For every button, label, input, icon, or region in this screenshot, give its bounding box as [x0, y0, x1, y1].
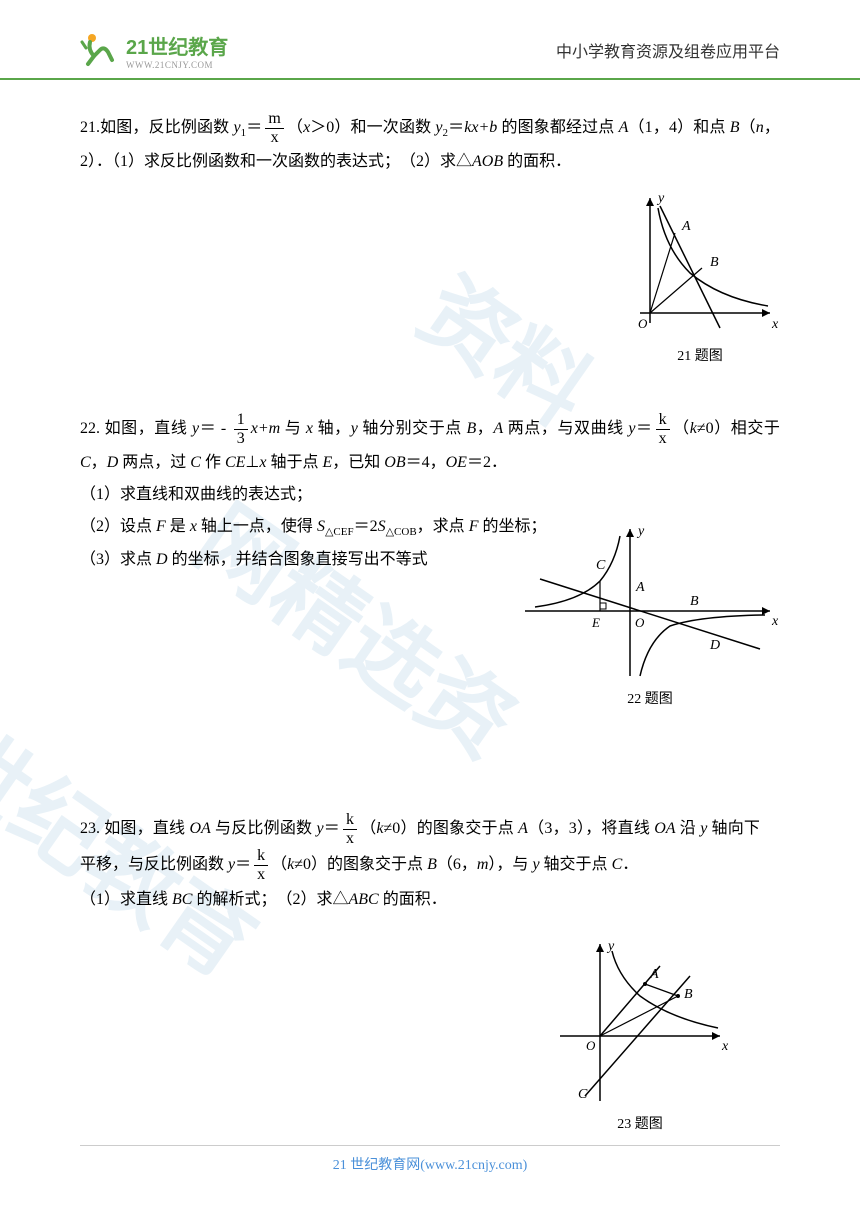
svg-text:E: E	[591, 615, 600, 630]
document-content: 21.如图，反比例函数 y1＝mx（x＞0）和一次函数 y2＝kx+b 的图象都…	[0, 80, 860, 1199]
svg-text:x: x	[771, 317, 779, 332]
figure-23: x y O A B C 23 题图	[550, 936, 730, 1139]
svg-text:y: y	[656, 191, 665, 206]
figure-23-caption: 23 题图	[550, 1111, 730, 1139]
logo-icon	[80, 30, 120, 70]
svg-text:A: A	[681, 219, 691, 234]
problem-22-sub1: （1）求直线和双曲线的表达式；	[80, 486, 312, 503]
svg-text:x: x	[771, 614, 779, 629]
logo-text: 21世纪教育 WWW.21CNJY.COM	[126, 31, 228, 70]
svg-text:A: A	[649, 967, 659, 982]
svg-text:D: D	[709, 638, 720, 653]
svg-text:x: x	[721, 1039, 729, 1054]
logo: 21世纪教育 WWW.21CNJY.COM	[80, 30, 228, 70]
svg-text:O: O	[635, 615, 645, 630]
svg-text:B: B	[690, 594, 699, 609]
figure-21: x y O A B 21 题图	[620, 188, 780, 371]
figure-21-caption: 21 题图	[620, 343, 780, 371]
problem-22: 22. 如图，直线 y＝ - 13x+m 与 x 轴，y 轴分别交于点 B，A …	[80, 411, 780, 691]
figure-22: x y O C E A B D 22 题图	[520, 521, 780, 714]
svg-text:O: O	[638, 316, 648, 331]
svg-text:y: y	[606, 939, 615, 954]
logo-url: WWW.21CNJY.COM	[126, 60, 228, 70]
problem-21-text: 21.如图，反比例函数 y1＝mx（x＞0）和一次函数 y2＝kx+b 的图象都…	[80, 110, 780, 178]
svg-text:A: A	[635, 580, 645, 595]
page-header: 21世纪教育 WWW.21CNJY.COM 中小学教育资源及组卷应用平台	[0, 0, 860, 80]
header-subtitle: 中小学教育资源及组卷应用平台	[556, 38, 780, 62]
problem-21: 21.如图，反比例函数 y1＝mx（x＞0）和一次函数 y2＝kx+b 的图象都…	[80, 110, 780, 371]
figure-22-caption: 22 题图	[520, 686, 780, 714]
svg-text:C: C	[596, 558, 606, 573]
svg-text:y: y	[636, 524, 645, 539]
svg-text:O: O	[586, 1038, 596, 1053]
svg-text:B: B	[684, 987, 693, 1002]
svg-text:C: C	[578, 1087, 588, 1102]
svg-text:B: B	[710, 255, 719, 270]
problem-23: 23. 如图，直线 OA 与反比例函数 y＝kx（k≠0）的图象交于点 A（3，…	[80, 811, 780, 1138]
logo-title: 21世纪教育	[126, 31, 228, 60]
problem-23-text: 23. 如图，直线 OA 与反比例函数 y＝kx（k≠0）的图象交于点 A（3，…	[80, 811, 760, 915]
